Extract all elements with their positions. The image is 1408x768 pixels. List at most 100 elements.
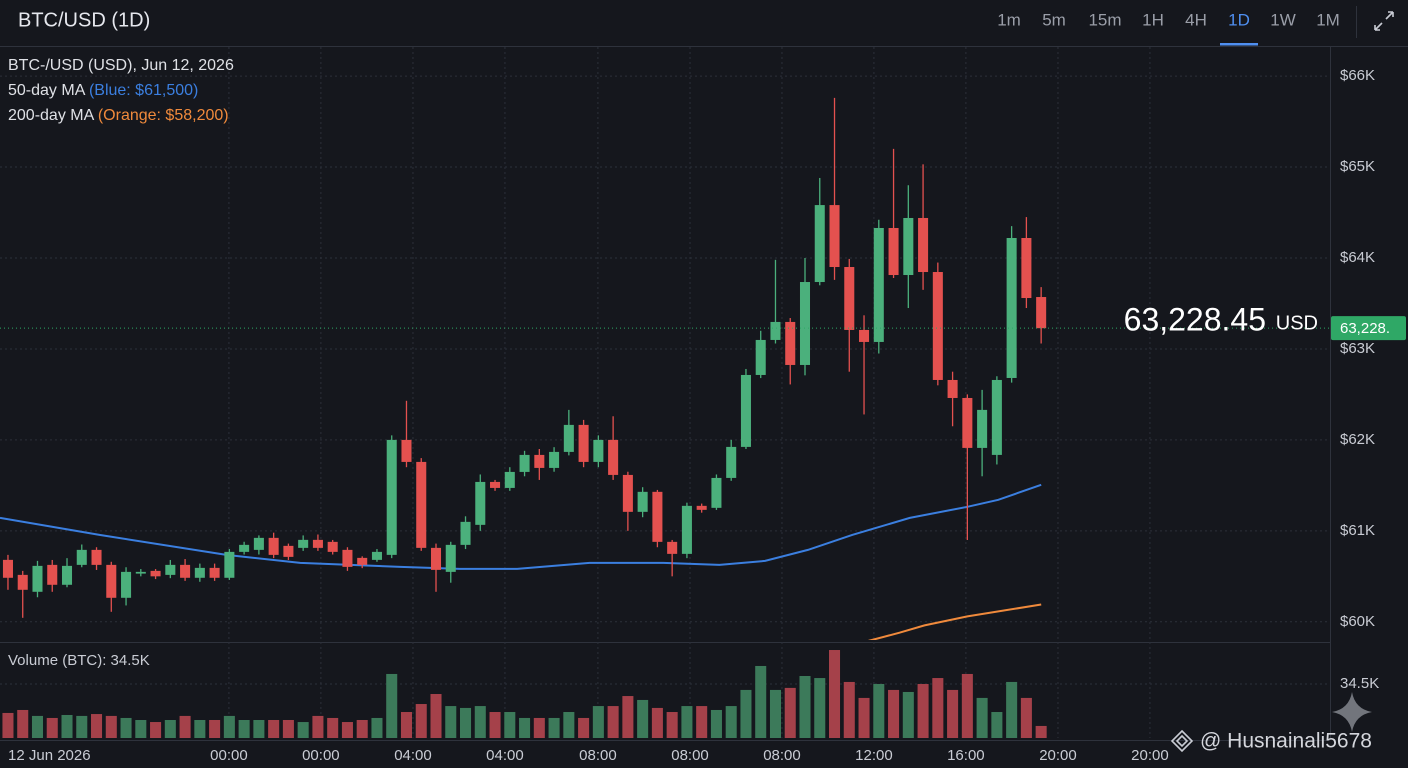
timeframe-button[interactable]: 1W: [1270, 10, 1296, 29]
volume-bar: [533, 717, 545, 738]
candle-body: [844, 267, 855, 330]
candle-body: [652, 491, 663, 542]
candle-body: [61, 565, 73, 585]
volume-bar: [637, 699, 649, 738]
volume-bar: [666, 712, 678, 738]
timeframe-button[interactable]: 1H: [1142, 10, 1164, 29]
ma-line: [0, 483, 1042, 570]
volume-bar: [902, 691, 914, 738]
axes: $60K $61K $62K $63K $64K $65K $66K 34.5K 00:00 00…: [210, 67, 1379, 764]
candle-body: [962, 397, 973, 448]
volume-bar: [445, 706, 457, 738]
legend-title: BTC-/USD (USD), Jun 12, 2026: [8, 57, 234, 74]
candle-body: [239, 544, 250, 552]
timeframe-button[interactable]: 1M: [1316, 10, 1340, 29]
volume-bar: [888, 689, 900, 738]
fullscreen-hit[interactable]: [1368, 5, 1400, 37]
volume-bar: [769, 689, 781, 738]
candle-body: [76, 549, 87, 565]
volume-bar: [17, 709, 29, 738]
watermark-logo: [1170, 729, 1194, 753]
volume-bar: [651, 707, 663, 738]
candle-body: [342, 549, 353, 567]
legend-entry: 50-day MA (Blue: $61,500): [8, 82, 198, 99]
candle-body: [740, 374, 751, 447]
x-tick-label: 08:00: [763, 747, 801, 764]
volume-bar: [312, 715, 324, 738]
chart-title: BTC/USD (1D): [18, 9, 150, 31]
candle-body: [563, 424, 574, 452]
candle-body: [371, 551, 382, 560]
volume-bar: [563, 712, 575, 738]
candle-body: [416, 461, 427, 548]
y-tick-label: $62K: [1340, 431, 1375, 448]
volume-bar: [784, 687, 796, 738]
candle-body: [386, 439, 397, 555]
volume-bar: [371, 717, 383, 738]
x-tick-label: 04:00: [486, 747, 524, 764]
volume-bar: [31, 715, 44, 738]
volume-bar: [1035, 725, 1047, 738]
active-underline: [1220, 43, 1258, 46]
candle-body: [209, 567, 220, 578]
candle-body: [327, 541, 338, 552]
volume-bar: [150, 722, 162, 738]
last-price: 63,228. USD 63,228.45: [0, 302, 1406, 341]
volume-bar: [356, 719, 368, 738]
volume-bar: [341, 722, 353, 738]
candle-body: [445, 544, 456, 572]
volume-label: Volume (BTC): 34.5K: [8, 652, 150, 669]
x-tick-label: 00:00: [302, 747, 340, 764]
date-label: 12 Jun 2026: [8, 747, 91, 764]
candle-body: [165, 564, 176, 575]
candle-body: [667, 541, 678, 554]
legend-name: 50-day MA: [8, 82, 86, 99]
timeframe-button[interactable]: 1D: [1228, 10, 1250, 29]
candle-body: [1021, 237, 1032, 299]
candle-body: [430, 547, 442, 570]
volume-bar: [386, 673, 398, 738]
volume-bar: [400, 712, 413, 738]
timeframe-button[interactable]: 4H: [1185, 10, 1207, 29]
volume-bar: [622, 696, 634, 738]
volume-bar: [105, 715, 117, 738]
moving-averages: [0, 483, 1042, 640]
volume-bar: [917, 683, 929, 738]
volume-bar: [681, 706, 693, 738]
volume-bar: [607, 706, 619, 738]
candle-body: [121, 571, 132, 598]
volume-bar: [740, 689, 752, 738]
timeframe-button[interactable]: 15m: [1088, 10, 1121, 29]
candle-body: [932, 272, 943, 380]
y-tick-label: $63K: [1340, 340, 1375, 357]
volume-bar: [548, 717, 560, 738]
volume-bar: [725, 706, 737, 738]
volume-bar: [504, 712, 516, 738]
volume-bar: [430, 694, 442, 738]
candle-body: [150, 570, 161, 577]
volume-bar: [297, 722, 309, 738]
candle-body: [194, 567, 205, 578]
candle-body: [1036, 297, 1047, 329]
candle-body: [357, 557, 368, 565]
timeframe-button[interactable]: 1m: [997, 10, 1021, 29]
ma-line: [868, 603, 1042, 640]
volume-bar: [843, 681, 855, 738]
candle-body: [873, 227, 884, 342]
last-price-label: 63,228.45: [1124, 302, 1266, 338]
volume-bar: [858, 697, 870, 738]
fullscreen-icon: [1374, 11, 1394, 31]
x-tick-label: 12:00: [855, 747, 893, 764]
volume-bar: [489, 712, 501, 738]
grid: [0, 47, 1330, 738]
fullscreen-button[interactable]: [1368, 5, 1400, 37]
candle-body: [814, 205, 825, 283]
watermark: @ Husnainali5678: [1200, 730, 1372, 753]
candle-body: [549, 451, 560, 468]
candles: [2, 97, 1047, 618]
timeframe-button[interactable]: 5m: [1042, 10, 1066, 29]
candle-body: [770, 321, 781, 340]
x-tick-label: 08:00: [671, 747, 709, 764]
